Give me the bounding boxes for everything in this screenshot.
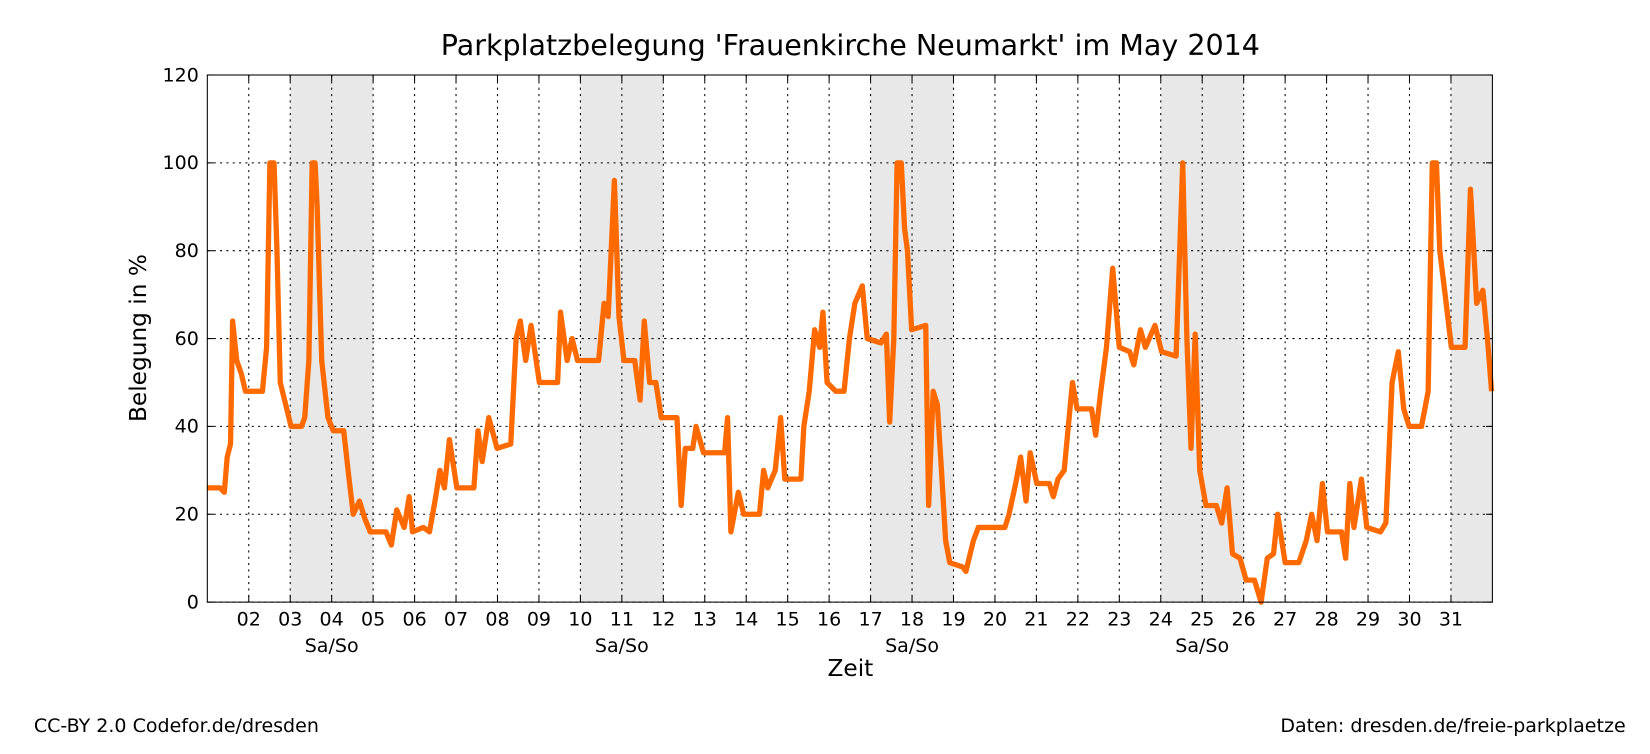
- chart-title: Parkplatzbelegung 'Frauenkirche Neumarkt…: [441, 29, 1260, 62]
- x-tick-label: 16: [817, 608, 841, 630]
- x-tick-label: 30: [1397, 608, 1421, 630]
- x-tick-label: 10: [568, 608, 592, 630]
- weekend-label: Sa/So: [595, 635, 649, 657]
- y-tick-label: 80: [175, 240, 199, 262]
- series-line: [207, 160, 1495, 605]
- x-axis-label: Zeit: [827, 655, 873, 682]
- x-tick-label: 28: [1314, 608, 1338, 630]
- x-tick-label: 06: [402, 608, 426, 630]
- x-tick-label: 25: [1190, 608, 1214, 630]
- x-tick-label: 26: [1232, 608, 1256, 630]
- x-tick-label: 31: [1439, 608, 1463, 630]
- x-tick-label: 29: [1356, 608, 1380, 630]
- weekend-label: Sa/So: [305, 635, 359, 657]
- y-tick-label: 0: [187, 591, 199, 613]
- y-tick-label: 100: [163, 152, 199, 174]
- y-axis-label: Belegung in %: [125, 254, 152, 422]
- x-tick-label: 08: [485, 608, 509, 630]
- x-tick-label: 22: [1066, 608, 1090, 630]
- plot-frame: [206, 74, 1493, 603]
- x-tick-label: 09: [527, 608, 551, 630]
- x-tick-label: 07: [444, 608, 468, 630]
- x-tick-label: 19: [941, 608, 965, 630]
- y-tick-label: 20: [175, 504, 199, 526]
- plot: Sa/So Sa/So Sa/So Sa/So 0 20 40 60 80 100 120 02 03 0…: [163, 64, 1495, 657]
- y-tick-label: 60: [175, 328, 199, 350]
- x-tick-label: 11: [610, 608, 634, 630]
- x-tick-label: 12: [651, 608, 675, 630]
- x-tick-label: 24: [1149, 608, 1173, 630]
- x-tick-label: 23: [1107, 608, 1131, 630]
- y-tick-label: 40: [175, 416, 199, 438]
- x-tick-label: 03: [278, 608, 302, 630]
- x-tick-label: 17: [858, 608, 882, 630]
- weekend-label: Sa/So: [885, 635, 939, 657]
- x-tick-label: 04: [320, 608, 344, 630]
- x-tick-label: 05: [361, 608, 385, 630]
- x-tick-label: 18: [900, 608, 924, 630]
- footer-credit: CC-BY 2.0 Codefor.de/dresden: [34, 715, 319, 737]
- x-tick-label: 02: [237, 608, 261, 630]
- x-tick-label: 27: [1273, 608, 1297, 630]
- x-tick-label: 14: [734, 608, 758, 630]
- x-tick-label: 13: [693, 608, 717, 630]
- footer-source: Daten: dresden.de/freie-parkplaetze: [1280, 715, 1625, 737]
- x-tick-label: 15: [776, 608, 800, 630]
- weekend-label: Sa/So: [1175, 635, 1229, 657]
- x-tick-label: 21: [1024, 608, 1048, 630]
- y-tick-label: 120: [163, 64, 199, 86]
- x-tick-label: 20: [983, 608, 1007, 630]
